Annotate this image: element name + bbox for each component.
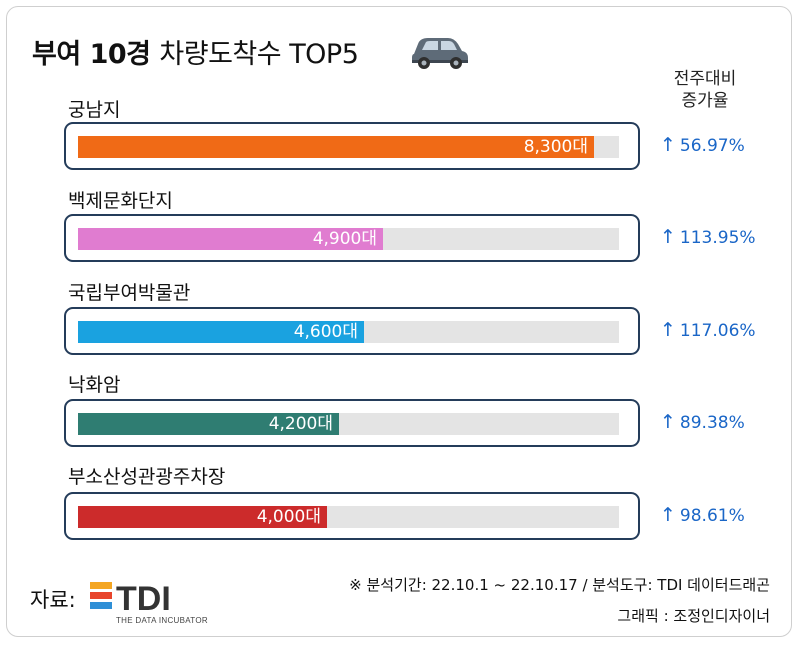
up-arrow-icon: ↑	[660, 411, 676, 433]
growth-busosanseong-parking: ↑ 98.61%	[660, 504, 745, 526]
growth-value: 113.95%	[679, 228, 756, 248]
growth-buyeo-national-museum: ↑ 117.06%	[660, 319, 756, 341]
category-label-nakhwaam: 낙화암	[68, 374, 121, 396]
bar-box-gungnamji: 8,300대	[64, 122, 640, 170]
value-label-nakhwaam: 4,200대	[268, 414, 333, 434]
growth-column-header: 전주대비 증가율	[650, 68, 760, 112]
category-label-buyeo-national-museum: 국립부여박물관	[68, 282, 191, 304]
growth-value: 56.97%	[679, 136, 745, 156]
footnote-graphic: 그래픽 : 조정인디자이너	[617, 607, 770, 625]
logo-subtext: THE DATA INCUBATOR	[116, 616, 208, 625]
bar-gungnamji	[78, 136, 594, 158]
growth-value: 117.06%	[679, 321, 756, 341]
growth-nakhwaam: ↑ 89.38%	[660, 411, 745, 433]
value-label-busosanseong-parking: 4,000대	[256, 507, 321, 527]
logo-text: TDI	[116, 580, 171, 616]
category-label-gungnamji: 궁남지	[68, 99, 121, 121]
up-arrow-icon: ↑	[660, 319, 676, 341]
category-label-baekje-culture-complex: 백제문화단지	[68, 190, 173, 212]
category-label-busosanseong-parking: 부소산성관광주차장	[68, 466, 226, 488]
bar-track: 8,300대	[78, 136, 619, 158]
source-label: 자료:	[30, 588, 76, 612]
value-label-gungnamji: 8,300대	[523, 137, 588, 157]
bar-track: 4,900대	[78, 228, 619, 250]
growth-value: 98.61%	[679, 506, 745, 526]
bar-buyeo-national-museum	[78, 321, 364, 343]
chart-frame	[6, 6, 792, 637]
growth-header-line2: 증가율	[681, 91, 729, 111]
chart-title: 부여 10경 차량도착수 TOP5	[32, 32, 359, 71]
growth-baekje-culture-complex: ↑ 113.95%	[660, 226, 756, 248]
growth-header-line1: 전주대비	[673, 69, 737, 89]
bar-busosanseong-parking	[78, 506, 327, 528]
growth-gungnamji: ↑ 56.97%	[660, 134, 745, 156]
car-icon	[412, 38, 468, 69]
tdi-logo: TDI	[90, 580, 171, 616]
value-label-buyeo-national-museum: 4,600대	[293, 322, 358, 342]
footnote-period: ※ 분석기간: 22.10.1 ~ 22.10.17 / 분석도구: TDI 데…	[349, 576, 770, 594]
value-label-baekje-culture-complex: 4,900대	[312, 229, 377, 249]
bar-box-busosanseong-parking: 4,000대	[64, 492, 640, 540]
up-arrow-icon: ↑	[660, 134, 676, 156]
bar-baekje-culture-complex	[78, 228, 383, 250]
growth-value: 89.38%	[679, 413, 745, 433]
bar-nakhwaam	[78, 413, 339, 435]
up-arrow-icon: ↑	[660, 504, 676, 526]
bar-track: 4,000대	[78, 506, 619, 528]
bar-track: 4,600대	[78, 321, 619, 343]
bar-box-nakhwaam: 4,200대	[64, 399, 640, 447]
title-rest: 차량도착수 TOP5	[159, 39, 359, 70]
up-arrow-icon: ↑	[660, 226, 676, 248]
title-bold: 부여 10경	[32, 39, 151, 70]
bar-track: 4,200대	[78, 413, 619, 435]
bar-box-baekje-culture-complex: 4,900대	[64, 214, 640, 262]
bar-box-buyeo-national-museum: 4,600대	[64, 307, 640, 355]
